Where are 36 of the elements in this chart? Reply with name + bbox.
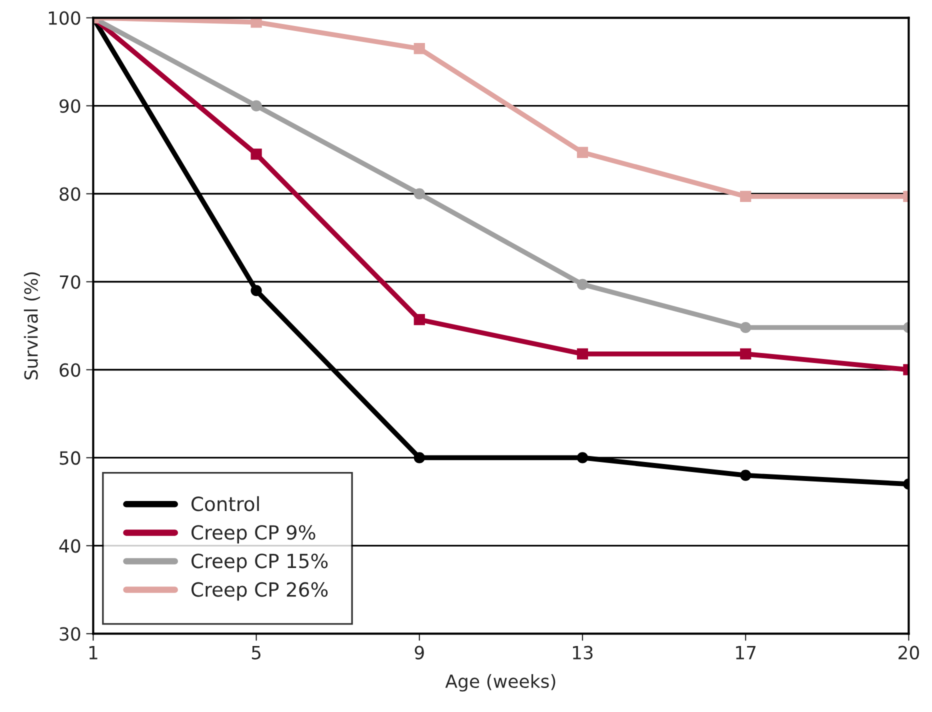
y-tick-label: 40 [59,539,80,553]
point [414,452,425,464]
point [740,348,752,360]
legend-label: Creep CP 9% [192,525,316,544]
point [576,452,588,464]
legend-label: Control [192,496,259,512]
point [740,322,752,334]
point [576,278,588,290]
point [740,470,752,481]
point [250,100,262,112]
point [576,348,588,360]
point [576,146,588,158]
x-tick-label: 9 [414,646,424,660]
point [740,190,752,202]
x-tick-label: 20 [898,646,919,660]
x-axis-title: Age (weeks) [445,674,556,692]
y-tick-label: 30 [60,627,80,641]
x-tick-label: 5 [252,646,260,660]
point [414,314,425,326]
y-tick-label: 50 [60,451,80,465]
y-axis-title: Survival (%) [24,272,40,380]
y-tick-label: 60 [60,363,80,377]
point [414,188,425,200]
y-tick-label: 80 [60,187,80,201]
y-tick-label: 90 [60,99,80,113]
y-tick-label: 100 [48,11,80,25]
x-tick-label: 13 [572,646,593,660]
point [250,18,262,28]
point [250,148,262,160]
point [414,43,425,54]
legend-label: Creep CP 15% [192,554,328,572]
y-tick-label: 70 [60,275,80,289]
point [250,284,262,296]
legend-label: Creep CP 26% [192,582,328,601]
x-tick-label: 1 [89,646,98,660]
x-tick-label: 17 [736,646,756,660]
